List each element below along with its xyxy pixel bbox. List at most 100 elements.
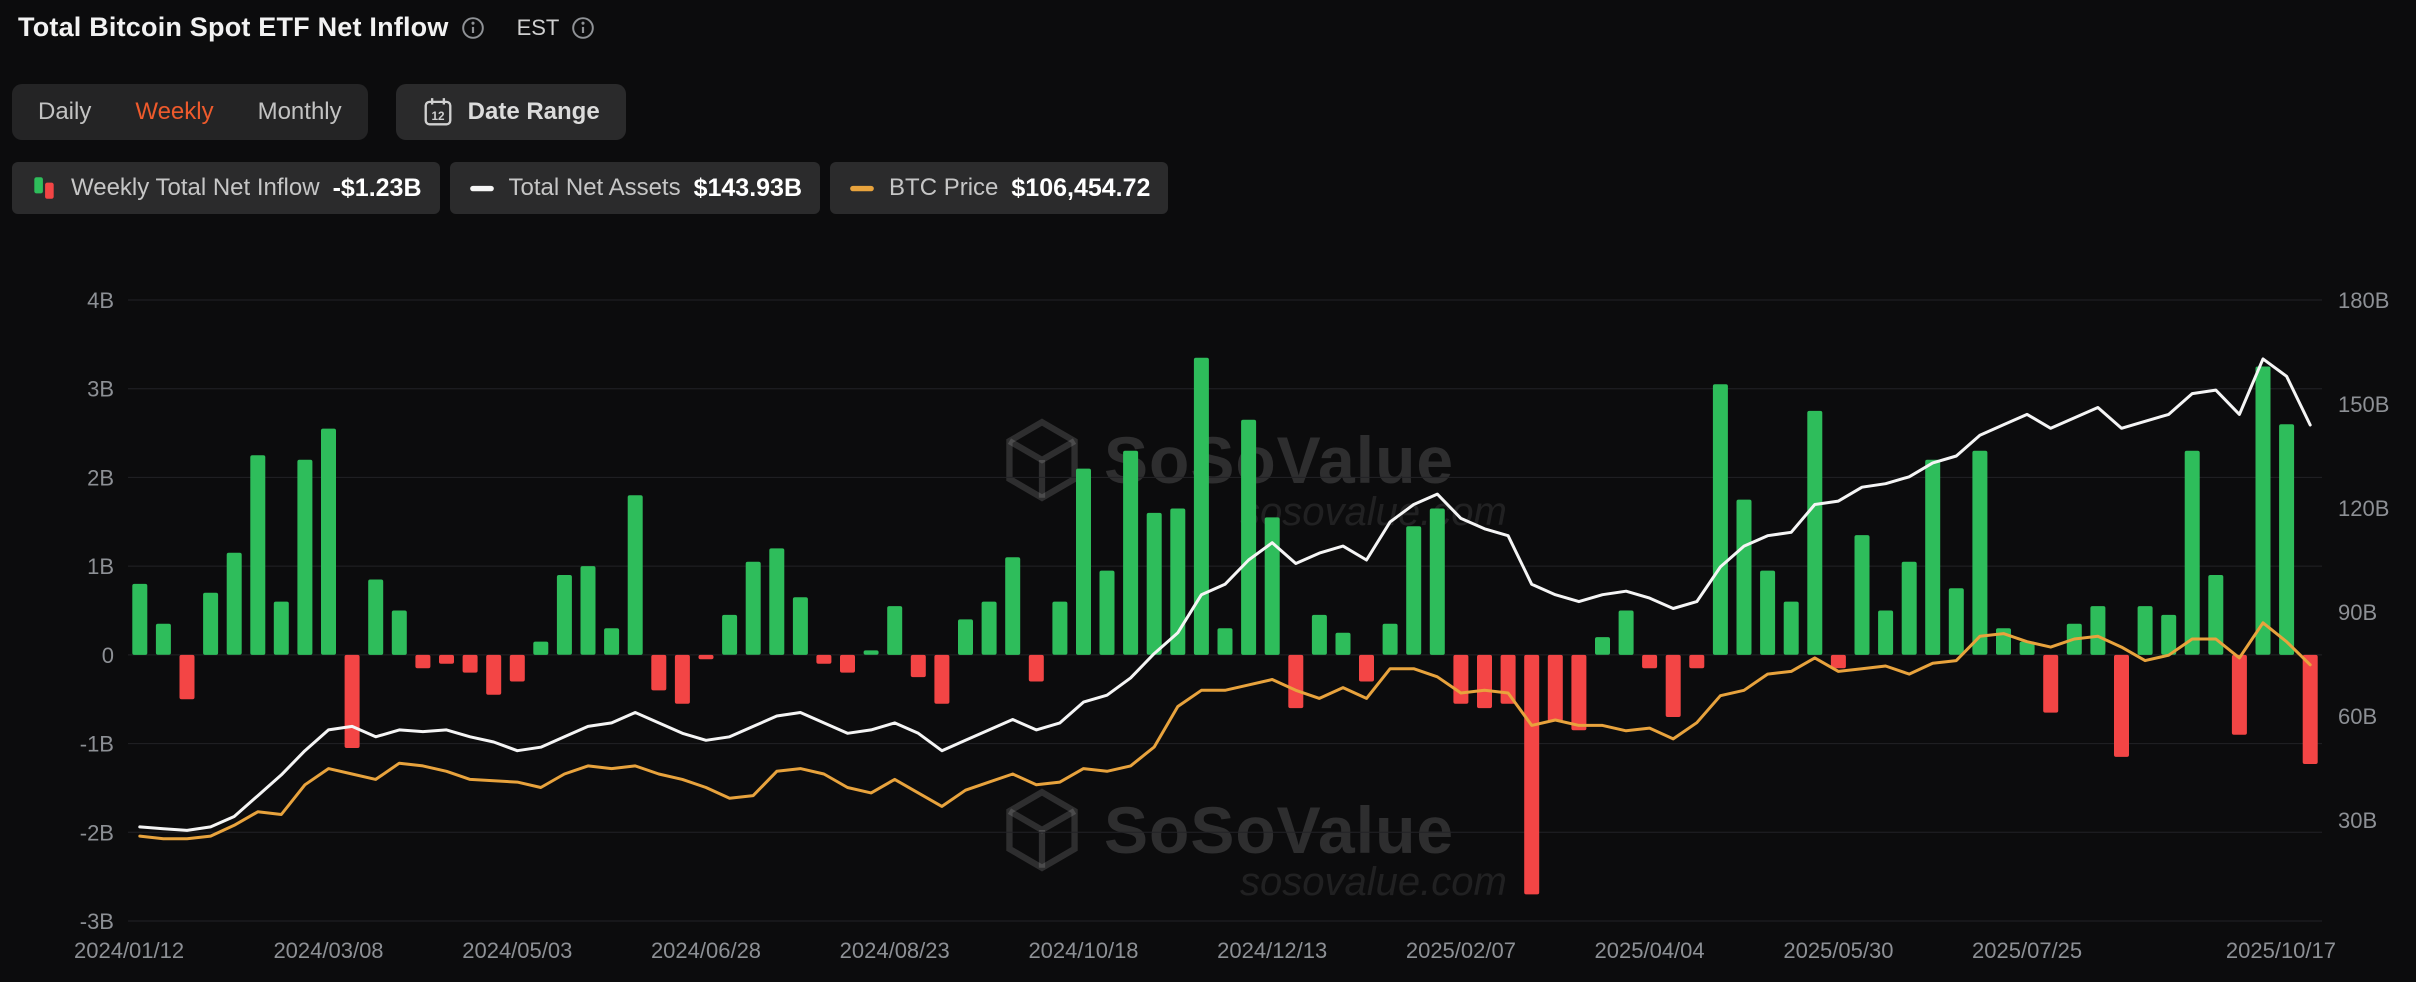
inflow-bar[interactable] [1760, 570, 1776, 655]
inflow-bar[interactable] [556, 575, 572, 655]
inflow-bar[interactable] [1500, 654, 1516, 704]
date-range-button[interactable]: 12 Date Range [395, 84, 626, 140]
inflow-bar[interactable] [1335, 632, 1351, 655]
inflow-bar[interactable] [391, 610, 407, 655]
inflow-bar[interactable] [1972, 450, 1988, 655]
inflow-bar[interactable] [2137, 606, 2153, 655]
inflow-bar[interactable] [580, 566, 596, 655]
inflow-bar[interactable] [1241, 419, 1257, 655]
inflow-bar[interactable] [2114, 654, 2129, 757]
tab-daily[interactable]: Daily [16, 84, 113, 140]
inflow-bar[interactable] [344, 654, 360, 748]
legend-item-net-assets[interactable]: Total Net Assets $143.93B [449, 162, 821, 214]
inflow-bar[interactable] [887, 606, 903, 655]
inflow-bar[interactable] [533, 641, 549, 655]
inflow-bar[interactable] [981, 601, 997, 655]
inflow-bar[interactable] [745, 561, 761, 655]
inflow-bar[interactable] [1689, 654, 1705, 669]
inflow-bar[interactable] [1359, 654, 1374, 682]
inflow-bar[interactable] [840, 654, 855, 673]
inflow-bar[interactable] [155, 623, 171, 655]
inflow-bar[interactable] [179, 654, 195, 700]
inflow-bar[interactable] [1901, 561, 1917, 655]
inflow-bar[interactable] [792, 597, 808, 655]
inflow-bar[interactable] [604, 628, 620, 655]
inflow-bar[interactable] [439, 654, 454, 664]
inflow-bar[interactable] [1948, 588, 1964, 655]
inflow-bar[interactable] [2231, 654, 2247, 735]
inflow-bar[interactable] [698, 654, 714, 660]
inflow-bar[interactable] [1477, 654, 1492, 709]
inflow-bar[interactable] [863, 650, 879, 655]
inflow-bar[interactable] [816, 654, 832, 664]
timezone-info-icon[interactable] [571, 16, 595, 40]
inflow-bar[interactable] [1264, 517, 1280, 655]
inflow-bar[interactable] [1595, 637, 1610, 655]
inflow-bar[interactable] [1830, 654, 1846, 669]
inflow-bar[interactable] [2208, 575, 2224, 655]
inflow-bar[interactable] [1076, 468, 1091, 655]
inflow-bar[interactable] [486, 654, 502, 695]
inflow-bar[interactable] [1453, 654, 1469, 704]
inflow-bar[interactable] [1878, 610, 1894, 655]
title-info-icon[interactable] [461, 16, 485, 40]
inflow-bar[interactable] [651, 654, 667, 691]
legend-item-net-inflow[interactable]: Weekly Total Net Inflow -$1.23B [12, 162, 440, 214]
inflow-bar[interactable] [1429, 508, 1445, 655]
inflow-bar[interactable] [2019, 641, 2035, 655]
inflow-bar[interactable] [934, 654, 950, 704]
inflow-bar[interactable] [2161, 614, 2177, 655]
inflow-bar[interactable] [2302, 654, 2318, 764]
inflow-bar[interactable] [297, 459, 313, 655]
inflow-bar[interactable] [1099, 570, 1115, 655]
inflow-bar[interactable] [769, 548, 785, 655]
inflow-bar[interactable] [321, 428, 336, 655]
tab-monthly[interactable]: Monthly [236, 84, 364, 140]
inflow-bar[interactable] [226, 552, 242, 655]
inflow-bar[interactable] [1382, 623, 1398, 655]
inflow-bar[interactable] [1524, 654, 1540, 895]
inflow-bar[interactable] [1005, 557, 1021, 655]
inflow-bar[interactable] [722, 614, 738, 655]
inflow-bar[interactable] [1193, 357, 1209, 655]
inflow-bar[interactable] [250, 455, 266, 655]
inflow-bar[interactable] [2184, 450, 2200, 655]
inflow-bar[interactable] [415, 654, 431, 669]
inflow-bar[interactable] [1571, 654, 1587, 731]
inflow-bar[interactable] [1170, 508, 1186, 655]
inflow-bar[interactable] [1854, 535, 1870, 655]
inflow-bar[interactable] [368, 579, 384, 655]
inflow-bar[interactable] [1642, 654, 1658, 669]
inflow-bar[interactable] [1288, 654, 1304, 709]
inflow-bar[interactable] [1146, 512, 1162, 655]
inflow-bar[interactable] [1925, 459, 1941, 655]
inflow-bar[interactable] [1736, 499, 1752, 655]
inflow-bar[interactable] [203, 592, 219, 655]
inflow-bar[interactable] [1665, 654, 1681, 717]
inflow-bar[interactable] [1217, 628, 1233, 655]
inflow-bar[interactable] [2090, 606, 2106, 655]
inflow-bar[interactable] [1783, 601, 1799, 655]
inflow-bar[interactable] [273, 601, 289, 655]
inflow-bar[interactable] [1547, 654, 1563, 722]
inflow-bar[interactable] [1028, 654, 1044, 682]
inflow-bar[interactable] [462, 654, 478, 673]
inflow-bar[interactable] [509, 654, 525, 682]
inflow-bar[interactable] [2043, 654, 2059, 713]
inflow-bar[interactable] [627, 495, 643, 655]
inflow-bar[interactable] [958, 619, 973, 655]
inflow-bar[interactable] [1123, 450, 1139, 655]
inflow-bar[interactable] [132, 583, 148, 655]
inflow-bar[interactable] [1406, 526, 1422, 655]
inflow-bar[interactable] [910, 654, 926, 678]
tab-weekly[interactable]: Weekly [113, 84, 235, 140]
inflow-bar[interactable] [1052, 601, 1068, 655]
inflow-bar[interactable] [1712, 384, 1728, 655]
inflow-bar[interactable] [674, 654, 690, 704]
inflow-bar[interactable] [2279, 424, 2295, 655]
inflow-bar[interactable] [1807, 410, 1823, 655]
inflow-bar[interactable] [1618, 610, 1634, 655]
inflow-bar[interactable] [2255, 366, 2271, 655]
legend-item-btc-price[interactable]: BTC Price $106,454.72 [830, 162, 1169, 214]
